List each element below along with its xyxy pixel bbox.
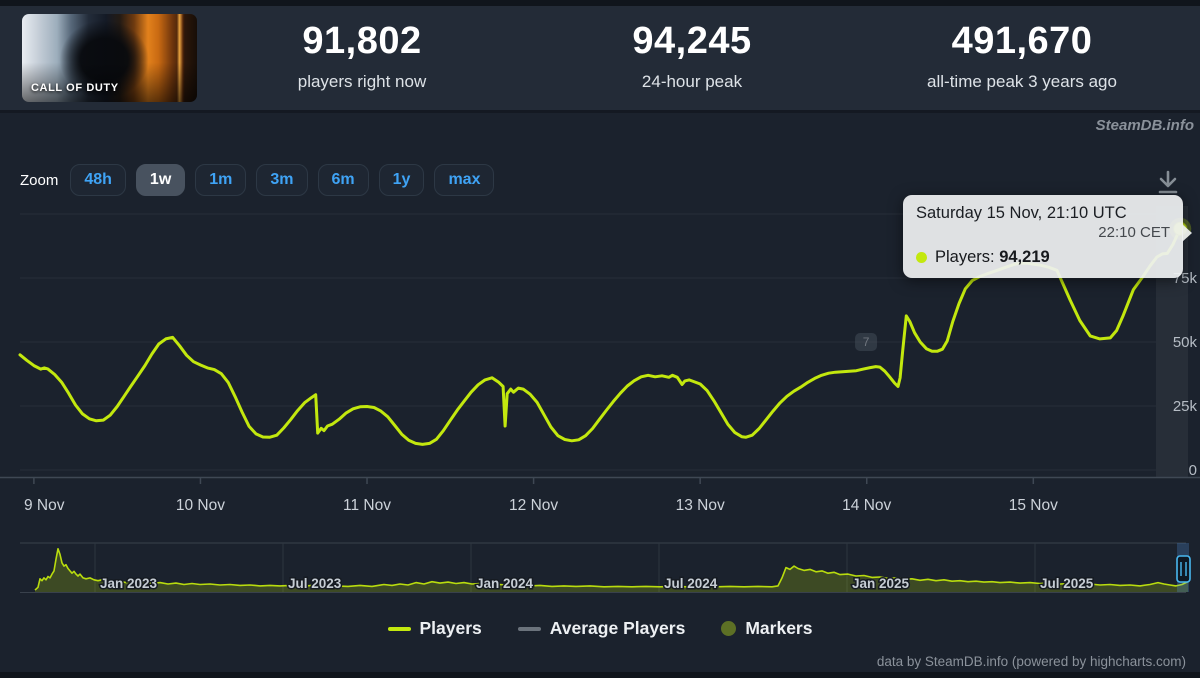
tooltip-players-value: 94,219 — [999, 248, 1050, 266]
zoom-range-6m[interactable]: 6m — [317, 164, 369, 196]
players-line — [18, 227, 1182, 446]
zoom-range-1w[interactable]: 1w — [135, 164, 186, 196]
stat-label: 24-hour peak — [641, 72, 743, 91]
stat-block: 94,245 24-hour peak — [522, 20, 862, 92]
y-axis-label: 25k — [1173, 398, 1198, 415]
players-series-dot — [916, 252, 927, 263]
navigator-date-label: Jul 2023 — [288, 576, 342, 591]
x-axis-label: 9 Nov — [24, 497, 65, 514]
zoom-range-max[interactable]: max — [434, 164, 495, 196]
y-axis-label: 0 — [1189, 462, 1197, 479]
game-header: CALL OF DUTY 91,802 players right now 94,2… — [0, 6, 1200, 113]
stat-value: 491,670 — [951, 20, 1093, 62]
top-letterbox — [0, 0, 1200, 6]
stat-value: 91,802 — [302, 20, 422, 62]
tooltip-callout-arrow — [1182, 224, 1192, 242]
stat-block: 491,670 all-time peak 3 years ago — [852, 20, 1192, 92]
stat-block: 91,802 players right now — [192, 20, 532, 92]
x-axis-label: 12 Nov — [509, 497, 558, 514]
zoom-range-48h[interactable]: 48h — [70, 164, 126, 196]
zoom-range-toolbar: Zoom 48h 1w 1m 3m 6m 1y max — [20, 164, 495, 196]
zoom-range-1y[interactable]: 1y — [378, 164, 425, 196]
navigator-area-fill — [35, 548, 1188, 592]
bottom-letterbox — [0, 672, 1200, 678]
legend-label: Players — [419, 618, 482, 638]
zoom-range-1m[interactable]: 1m — [195, 164, 247, 196]
zoom-label: Zoom — [20, 171, 59, 189]
navigator-date-label: Jan 2024 — [476, 576, 534, 591]
legend-line-swatch — [517, 626, 541, 631]
navigator-line[interactable] — [34, 548, 1189, 591]
x-axis-label: 14 Nov — [842, 497, 891, 514]
chart-legend: Players Average Players Markers — [0, 618, 1200, 639]
navigator-handle[interactable] — [1176, 555, 1191, 583]
x-axis-label: 15 Nov — [1009, 497, 1058, 514]
legend-item-markers[interactable]: Markers — [721, 618, 812, 639]
legend-item-average-players[interactable]: Average Players — [517, 618, 686, 639]
milestone-marker[interactable]: 7 — [855, 333, 878, 351]
navigator-date-label: Jul 2025 — [1040, 576, 1094, 591]
game-capsule-image[interactable]: CALL OF DUTY — [22, 14, 197, 102]
x-axis-label: 10 Nov — [176, 497, 225, 514]
legend-line-swatch — [387, 626, 411, 631]
steamdb-watermark: SteamDB.info — [1095, 117, 1194, 134]
tooltip-series-label: Players: — [935, 248, 995, 266]
legend-label: Markers — [745, 618, 813, 638]
stat-label: players right now — [297, 72, 427, 91]
tooltip-players-row: Players: 94,219 — [916, 248, 1170, 267]
x-axis-label: 13 Nov — [676, 497, 725, 514]
navigator-date-label: Jan 2025 — [852, 576, 910, 591]
download-icon[interactable] — [1150, 165, 1186, 201]
chart-credit: data by SteamDB.info (powered by highcha… — [876, 654, 1186, 669]
tooltip-date: Saturday 15 Nov, 21:10 UTC — [916, 204, 1127, 222]
legend-item-players[interactable]: Players — [387, 618, 482, 639]
chart-tooltip: Saturday 15 Nov, 21:10 UTC 22:10 CET Pla… — [903, 195, 1192, 278]
x-axis-label: 11 Nov — [343, 497, 391, 514]
legend-label: Average Players — [549, 618, 686, 638]
stat-value: 94,245 — [632, 20, 752, 62]
stat-label: all-time peak 3 years ago — [927, 72, 1117, 91]
svg-text:7: 7 — [863, 335, 870, 349]
y-axis-label: 50k — [1173, 334, 1198, 351]
zoom-range-3m[interactable]: 3m — [256, 164, 308, 196]
navigator-date-label: Jan 2023 — [100, 576, 158, 591]
legend-circle-swatch — [721, 621, 737, 636]
tooltip-local-time: 22:10 CET — [1098, 224, 1170, 241]
navigator-date-label: Jul 2024 — [664, 576, 718, 591]
game-logo: CALL OF DUTY — [31, 82, 119, 94]
